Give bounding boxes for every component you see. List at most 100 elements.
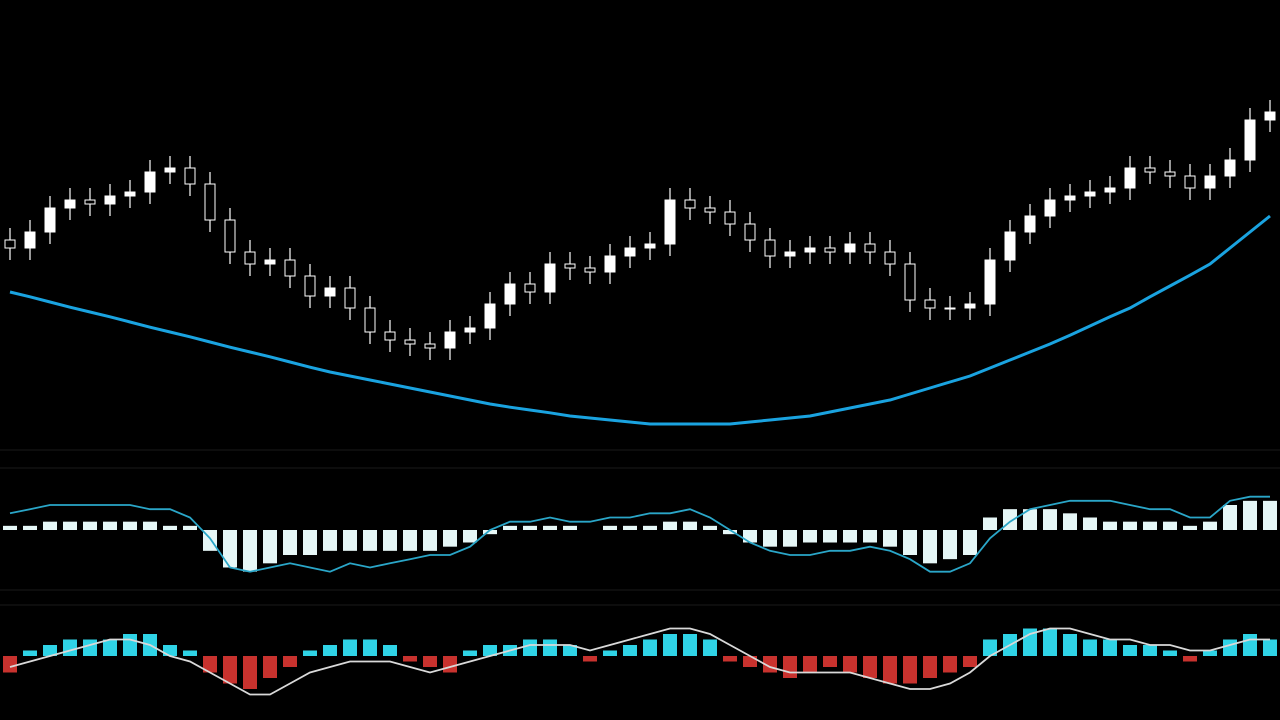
candle-body bbox=[904, 263, 916, 301]
histogram-bar bbox=[1063, 513, 1077, 530]
histogram-bar bbox=[1183, 525, 1197, 530]
candle-body bbox=[404, 339, 416, 345]
histogram-bar bbox=[983, 639, 997, 656]
histogram-bar bbox=[863, 530, 877, 543]
candle-body bbox=[264, 259, 276, 265]
histogram-bar bbox=[1083, 517, 1097, 530]
candle-body bbox=[544, 263, 556, 293]
candle-body bbox=[584, 267, 596, 273]
histogram-bar bbox=[223, 530, 237, 568]
histogram-bar bbox=[43, 521, 57, 530]
candle-body bbox=[1244, 119, 1256, 161]
candle-body bbox=[724, 211, 736, 225]
histogram-bar bbox=[283, 656, 297, 667]
moving-average-line bbox=[9, 214, 1271, 426]
candle-body bbox=[964, 303, 976, 309]
candle-body bbox=[284, 259, 296, 277]
histogram-bar bbox=[963, 530, 977, 555]
histogram-bar bbox=[943, 656, 957, 673]
histogram-bar bbox=[1103, 521, 1117, 530]
histogram-bar bbox=[1043, 628, 1057, 656]
candle-body bbox=[224, 219, 236, 253]
histogram-bar bbox=[683, 634, 697, 656]
candle-body bbox=[124, 191, 136, 197]
histogram-bar bbox=[323, 530, 337, 551]
candle-body bbox=[4, 239, 16, 249]
histogram-bar bbox=[223, 656, 237, 684]
histogram-bar bbox=[503, 525, 517, 530]
histogram-bar bbox=[143, 521, 157, 530]
histogram-bar bbox=[1163, 521, 1177, 530]
candle-body bbox=[484, 303, 496, 329]
histogram-bar bbox=[283, 530, 297, 555]
histogram-bar bbox=[463, 530, 477, 543]
histogram-bar bbox=[623, 645, 637, 656]
histogram-bar bbox=[903, 656, 917, 684]
histogram-bar bbox=[383, 530, 397, 551]
histogram-bar bbox=[263, 530, 277, 564]
candle-body bbox=[104, 195, 116, 205]
candle-body bbox=[1264, 111, 1276, 121]
histogram-bar bbox=[863, 656, 877, 678]
candle-body bbox=[304, 275, 316, 297]
candle-body bbox=[884, 251, 896, 265]
histogram-bar bbox=[303, 530, 317, 555]
candle-body bbox=[64, 199, 76, 209]
candle-body bbox=[744, 223, 756, 241]
candle-body bbox=[504, 283, 516, 305]
candle-body bbox=[24, 231, 36, 249]
histogram-bar bbox=[723, 530, 737, 535]
histogram-bar bbox=[1123, 521, 1137, 530]
histogram-bar bbox=[743, 656, 757, 667]
histogram-bar bbox=[383, 645, 397, 656]
histogram-bar bbox=[243, 530, 257, 572]
histogram-bar bbox=[1243, 500, 1257, 530]
candle-body bbox=[704, 207, 716, 213]
candle-body bbox=[184, 167, 196, 185]
histogram-bar bbox=[1063, 634, 1077, 656]
candle-body bbox=[524, 283, 536, 293]
histogram-bar bbox=[923, 530, 937, 564]
histogram-bar bbox=[643, 639, 657, 656]
candle-body bbox=[1224, 159, 1236, 177]
candle-body bbox=[84, 199, 96, 205]
candle-body bbox=[1064, 195, 1076, 201]
histogram-bar bbox=[203, 656, 217, 673]
histogram-bar bbox=[103, 639, 117, 656]
histogram-bar bbox=[443, 530, 457, 547]
histogram-bar bbox=[643, 525, 657, 530]
candle-body bbox=[564, 263, 576, 269]
candle-body bbox=[1184, 175, 1196, 189]
candle-body bbox=[464, 327, 476, 333]
histogram-bar bbox=[783, 656, 797, 678]
candle-body bbox=[684, 199, 696, 209]
histogram-bar bbox=[843, 530, 857, 543]
histogram-bar bbox=[1183, 656, 1197, 662]
histogram-bar bbox=[363, 530, 377, 551]
histogram-bar bbox=[943, 530, 957, 560]
candle-body bbox=[784, 251, 796, 257]
histogram-bar bbox=[543, 639, 557, 656]
histogram-bar bbox=[903, 530, 917, 555]
candle-body bbox=[1104, 187, 1116, 193]
histogram-bar bbox=[83, 521, 97, 530]
candle-body bbox=[1164, 171, 1176, 177]
candle-body bbox=[424, 343, 436, 349]
indicator-line bbox=[9, 495, 1270, 573]
histogram-bar bbox=[443, 656, 457, 673]
histogram-bar bbox=[3, 525, 17, 530]
candle-body bbox=[244, 251, 256, 265]
histogram-bar bbox=[723, 656, 737, 662]
histogram-bar bbox=[263, 656, 277, 678]
histogram-bar bbox=[1123, 645, 1137, 656]
candle-body bbox=[664, 199, 676, 245]
candle-body bbox=[864, 243, 876, 253]
histogram-bar bbox=[663, 634, 677, 656]
histogram-bar bbox=[1163, 650, 1177, 656]
candle-body bbox=[924, 299, 936, 309]
histogram-bar bbox=[523, 639, 537, 656]
histogram-bar bbox=[823, 530, 837, 543]
histogram-bar bbox=[123, 521, 137, 530]
candle-body bbox=[1044, 199, 1056, 217]
